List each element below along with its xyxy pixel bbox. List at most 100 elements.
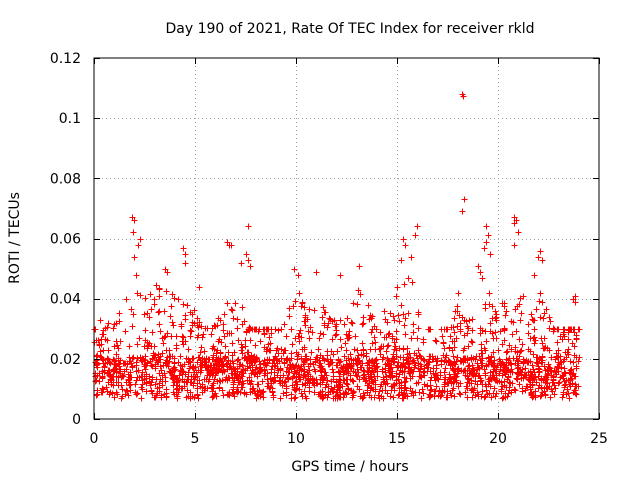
data-point [206, 368, 213, 375]
data-point [350, 357, 357, 364]
data-point [161, 334, 168, 341]
data-point [302, 314, 309, 321]
data-point [541, 363, 548, 370]
data-point [135, 242, 142, 249]
data-point [479, 275, 486, 282]
data-point [261, 367, 268, 374]
data-point [469, 365, 476, 372]
data-point [487, 375, 494, 382]
data-point [245, 257, 252, 264]
data-point [387, 368, 394, 375]
data-point [457, 320, 464, 327]
data-point [152, 381, 159, 388]
data-point [395, 359, 402, 366]
data-point [205, 378, 212, 385]
data-point [543, 306, 550, 313]
data-point [215, 338, 222, 345]
data-point [338, 344, 345, 351]
data-point [498, 386, 505, 393]
data-point [537, 393, 544, 400]
data-point [454, 354, 461, 361]
data-point [402, 384, 409, 391]
data-point [330, 388, 337, 395]
data-point [433, 372, 440, 379]
data-point [560, 372, 567, 379]
data-point [465, 325, 472, 332]
data-point [291, 395, 298, 402]
data-point [166, 358, 173, 365]
data-point [372, 339, 379, 346]
data-point [306, 335, 313, 342]
data-point [179, 338, 186, 345]
data-point [477, 269, 484, 276]
data-point [410, 368, 417, 375]
data-point [567, 367, 574, 374]
data-point [254, 373, 261, 380]
data-point [266, 334, 273, 341]
data-point [267, 384, 274, 391]
data-point [442, 354, 449, 361]
data-point [201, 348, 208, 355]
data-point [304, 379, 311, 386]
data-point [157, 328, 164, 335]
data-point [129, 355, 136, 362]
data-point [298, 390, 305, 397]
data-point [565, 377, 572, 384]
data-point [565, 351, 572, 358]
data-point [155, 359, 162, 366]
data-point [216, 384, 223, 391]
data-point [531, 340, 538, 347]
data-point [288, 326, 295, 333]
data-point [151, 343, 158, 350]
data-point [283, 368, 290, 375]
data-point [469, 339, 476, 346]
data-point [220, 361, 227, 368]
data-point [341, 353, 348, 360]
data-point [292, 298, 299, 305]
data-point [278, 326, 285, 333]
data-point [559, 394, 566, 401]
data-point [305, 363, 312, 370]
data-point [350, 300, 357, 307]
data-point [153, 282, 160, 289]
data-point [355, 358, 362, 365]
data-point [301, 318, 308, 325]
data-point [321, 320, 328, 327]
data-point [283, 333, 290, 340]
data-point [97, 317, 104, 324]
data-point [401, 379, 408, 386]
data-point [125, 392, 132, 399]
data-point [570, 370, 577, 377]
x-tick-label: 5 [191, 431, 200, 447]
data-point [343, 331, 350, 338]
data-point [469, 327, 476, 334]
data-point [346, 334, 353, 341]
data-point [118, 382, 125, 389]
data-point [568, 366, 575, 373]
data-point [296, 330, 303, 337]
data-point [340, 371, 347, 378]
data-point [128, 360, 135, 367]
data-point [259, 378, 266, 385]
data-point [105, 367, 112, 374]
data-point [542, 391, 549, 398]
data-point [479, 388, 486, 395]
data-point [403, 356, 410, 363]
data-point [257, 338, 264, 345]
data-point [122, 391, 129, 398]
data-point [286, 313, 293, 320]
data-point [531, 326, 538, 333]
data-point [485, 361, 492, 368]
data-point [153, 376, 160, 383]
data-point [508, 346, 515, 353]
data-point [301, 344, 308, 351]
data-point [415, 309, 422, 316]
data-point [200, 331, 207, 338]
data-point [343, 376, 350, 383]
data-point [182, 371, 189, 378]
data-point [256, 365, 263, 372]
data-point [433, 358, 440, 365]
data-point [158, 367, 165, 374]
data-point [123, 387, 130, 394]
data-point [433, 365, 440, 372]
